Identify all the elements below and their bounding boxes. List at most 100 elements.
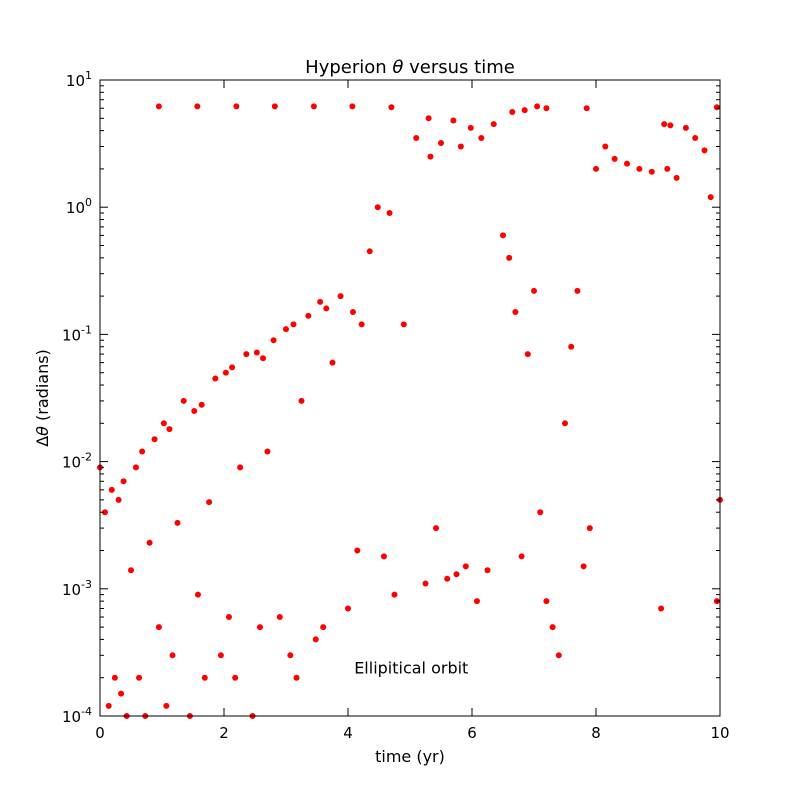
data-point — [101, 509, 108, 516]
y-axis-label: Δθ (radians) — [33, 349, 52, 447]
y-tick-label: 101 — [66, 69, 92, 90]
data-point — [283, 326, 289, 333]
data-point — [444, 575, 451, 582]
data-point — [132, 464, 139, 471]
data-point — [555, 652, 562, 659]
data-point — [229, 364, 236, 371]
data-point — [222, 369, 229, 376]
data-point — [349, 103, 356, 110]
data-point — [692, 134, 699, 141]
data-point — [253, 349, 260, 356]
data-point — [543, 105, 550, 112]
data-point — [191, 407, 198, 414]
x-tick-label: 0 — [95, 724, 105, 742]
data-point — [108, 486, 115, 493]
x-tick-label: 6 — [467, 724, 477, 742]
data-point — [260, 355, 267, 362]
data-point — [568, 343, 575, 350]
x-axis: 0 2 4 6 8 10 — [95, 80, 730, 742]
data-point — [512, 309, 519, 316]
data-point — [664, 165, 671, 172]
data-point — [293, 674, 300, 681]
data-point — [713, 104, 720, 111]
data-point — [120, 478, 127, 485]
data-point — [312, 636, 319, 643]
data-point — [212, 375, 219, 382]
chart-title-symbol: θ — [392, 57, 403, 78]
data-point — [484, 567, 491, 574]
data-point — [194, 591, 201, 598]
data-point — [611, 155, 618, 162]
data-point — [271, 103, 278, 110]
data-point — [648, 168, 655, 175]
data-point — [701, 147, 708, 154]
data-point — [155, 624, 162, 631]
data-point — [180, 397, 187, 404]
x-tick-label: 8 — [591, 724, 601, 742]
data-point — [562, 420, 568, 427]
data-point — [391, 591, 398, 598]
data-point — [682, 124, 689, 131]
data-point — [586, 525, 593, 532]
data-point — [509, 109, 516, 116]
data-point — [298, 397, 305, 404]
data-point — [310, 103, 317, 110]
data-point — [574, 287, 581, 294]
data-point — [111, 674, 118, 681]
data-point — [534, 103, 541, 110]
data-point — [422, 580, 429, 587]
data-point — [354, 547, 361, 554]
data-point — [276, 614, 283, 621]
data-point — [232, 674, 239, 681]
data-point — [506, 254, 513, 261]
data-point — [500, 232, 506, 239]
data-point — [349, 309, 356, 316]
data-point — [457, 143, 464, 150]
data-point — [115, 496, 122, 503]
y-tick-label: 100 — [66, 196, 92, 217]
data-point — [151, 436, 158, 443]
data-point — [593, 165, 599, 172]
data-point — [543, 598, 550, 605]
y-axis-label-prefix: Δ — [33, 436, 52, 447]
data-point — [155, 103, 162, 110]
data-point — [256, 624, 263, 631]
data-point — [317, 298, 324, 305]
data-point — [374, 204, 381, 211]
data-point — [290, 321, 297, 328]
chart-title-suffix: versus time — [403, 57, 514, 78]
data-point — [580, 563, 587, 570]
plot-frame — [99, 79, 721, 717]
data-point — [160, 420, 167, 427]
data-point — [400, 321, 407, 328]
data-point — [531, 287, 537, 294]
data-point — [673, 174, 680, 181]
data-point — [433, 525, 440, 532]
data-point — [427, 153, 434, 160]
data-point — [287, 652, 294, 659]
data-point — [264, 448, 271, 455]
x-axis-label: time (yr) — [375, 747, 445, 766]
data-point — [636, 165, 643, 172]
y-axis: 10-4 10-3 10-2 10-1 100 101 — [62, 69, 720, 726]
chart-title-prefix: Hyperion — [305, 57, 392, 78]
data-point — [233, 103, 240, 110]
data-point — [388, 104, 395, 111]
y-axis-label-symbol: θ — [33, 426, 52, 436]
data-point — [467, 124, 474, 131]
data-point — [174, 519, 181, 526]
data-point — [667, 122, 674, 129]
data-point — [225, 614, 232, 621]
y-axis-label-suffix: (radians) — [33, 349, 52, 426]
data-point — [329, 359, 336, 366]
data-point — [624, 160, 630, 167]
data-point — [413, 134, 420, 141]
data-point — [128, 567, 134, 574]
data-point — [453, 571, 460, 578]
x-tick-label: 4 — [343, 724, 353, 742]
data-point — [425, 115, 432, 122]
data-point — [270, 337, 277, 344]
data-point — [169, 652, 176, 659]
data-point — [658, 605, 665, 612]
